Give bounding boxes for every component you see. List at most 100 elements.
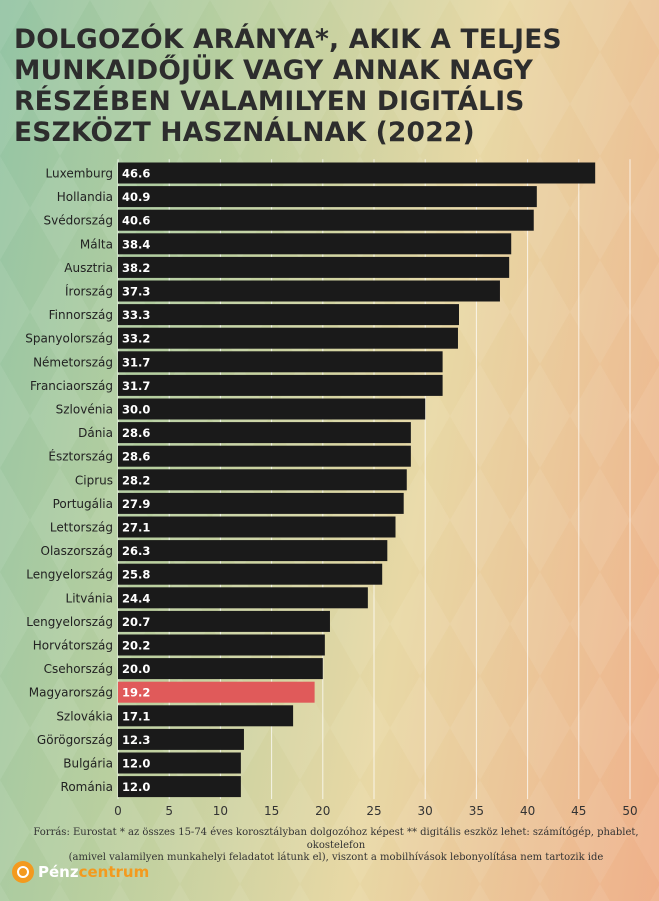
bar xyxy=(118,752,241,774)
coin-logo-icon xyxy=(12,861,34,883)
bar xyxy=(118,776,241,798)
category-label: Lengyelország xyxy=(26,568,113,582)
bar xyxy=(118,422,411,444)
value-label: 30.0 xyxy=(122,403,150,417)
value-label: 24.4 xyxy=(122,591,150,605)
category-label: Horvátország xyxy=(33,639,113,653)
x-tick-label: 15 xyxy=(264,804,279,818)
bar-highlight xyxy=(118,681,315,703)
category-labels: Luxemburg Hollandia Svédország Málta Ausztri… xyxy=(25,167,113,795)
value-label: 28.2 xyxy=(122,473,150,487)
value-label: 17.1 xyxy=(122,709,150,723)
bar xyxy=(118,186,537,208)
category-label: Hollandia xyxy=(57,190,113,204)
value-label: 20.0 xyxy=(122,662,150,676)
brand-name-part2: centrum xyxy=(78,863,150,881)
value-label: 40.6 xyxy=(122,214,150,228)
value-label: 12.0 xyxy=(122,780,150,794)
bar xyxy=(118,445,411,467)
value-label: 26.3 xyxy=(122,544,150,558)
source-line-1: Forrás: Eurostat * az összes 15-74 éves … xyxy=(33,827,639,851)
x-axis-ticks: 0 5 10 15 20 25 30 35 40 45 50 xyxy=(114,804,637,818)
bar xyxy=(118,280,500,302)
bar xyxy=(118,233,512,255)
chart-title: DOLGOZÓK ARÁNYA*, AKIK A TELJES MUNKAIDŐ… xyxy=(14,24,562,148)
bar xyxy=(118,398,426,420)
bar xyxy=(118,209,534,231)
x-tick-label: 40 xyxy=(520,804,535,818)
value-label: 38.4 xyxy=(122,237,150,251)
value-label: 38.2 xyxy=(122,261,150,275)
value-label: 27.9 xyxy=(122,497,150,511)
bar xyxy=(118,658,323,680)
category-label: Dánia xyxy=(78,426,113,440)
category-label: Málta xyxy=(80,237,113,251)
bar xyxy=(118,162,596,184)
source-line-2: (amivel valamilyen munkahelyi feladatot … xyxy=(68,852,604,863)
value-label: 20.2 xyxy=(122,639,150,653)
category-label: Svédország xyxy=(43,214,113,228)
category-label: Finnország xyxy=(49,308,113,322)
category-label: Franciaország xyxy=(30,379,113,393)
value-label: 31.7 xyxy=(122,379,150,393)
value-label: 33.3 xyxy=(122,308,150,322)
x-tick-label: 25 xyxy=(366,804,381,818)
value-label: 37.3 xyxy=(122,285,150,299)
category-label: Románia xyxy=(61,780,113,794)
bar xyxy=(118,705,294,727)
bar xyxy=(118,587,368,609)
value-label: 40.9 xyxy=(122,190,150,204)
x-tick-label: 35 xyxy=(469,804,484,818)
value-label: 46.6 xyxy=(122,167,150,181)
x-tick-label: 20 xyxy=(315,804,330,818)
value-label: 12.0 xyxy=(122,757,150,771)
category-label: Portugália xyxy=(53,497,113,511)
x-tick-label: 45 xyxy=(571,804,586,818)
bar xyxy=(118,351,443,373)
category-label: Ciprus xyxy=(75,473,113,487)
bar xyxy=(118,327,458,349)
category-label: Spanyolország xyxy=(25,332,113,346)
category-label: Csehország xyxy=(44,662,113,676)
brand-logo: Pénz centrum xyxy=(12,858,149,886)
value-label: 19.2 xyxy=(122,686,150,700)
bar xyxy=(118,256,510,278)
category-label: Írország xyxy=(65,284,113,299)
source-note: Forrás: Eurostat * az összes 15-74 éves … xyxy=(16,827,656,865)
x-tick-label: 10 xyxy=(213,804,228,818)
bar xyxy=(118,516,396,538)
bar xyxy=(118,728,244,750)
value-labels: 46.6 40.9 40.6 38.4 38.2 37.3 33.3 33.2 31.7 31.7… xyxy=(122,167,150,795)
x-tick-label: 30 xyxy=(418,804,433,818)
category-label: Ausztria xyxy=(64,261,113,275)
category-label: Szlovákia xyxy=(56,709,113,723)
value-label: 31.7 xyxy=(122,355,150,369)
category-label: Luxemburg xyxy=(46,167,113,181)
category-label: Görögország xyxy=(37,733,113,747)
bar xyxy=(118,610,330,632)
category-label: Magyarország xyxy=(29,686,113,700)
x-tick-label: 5 xyxy=(165,804,173,818)
value-label: 12.3 xyxy=(122,733,150,747)
bar xyxy=(118,540,388,562)
category-label: Litvánia xyxy=(66,591,113,605)
category-label: Bulgária xyxy=(63,757,113,771)
bar xyxy=(118,563,383,585)
bar xyxy=(118,304,459,326)
x-tick-label: 50 xyxy=(622,804,637,818)
brand-name-part1: Pénz xyxy=(38,863,79,881)
bar xyxy=(118,492,404,514)
value-label: 28.6 xyxy=(122,450,150,464)
category-label: Lettország xyxy=(50,521,113,535)
category-label: Szlovénia xyxy=(56,403,113,417)
value-label: 33.2 xyxy=(122,332,150,346)
category-label: Észtország xyxy=(48,449,113,464)
value-label: 25.8 xyxy=(122,568,150,582)
bar xyxy=(118,374,443,396)
value-label: 28.6 xyxy=(122,426,150,440)
category-label: Németország xyxy=(33,355,113,369)
bars xyxy=(118,162,596,798)
category-label: Lengyelország xyxy=(26,615,113,629)
value-label: 27.1 xyxy=(122,521,150,535)
